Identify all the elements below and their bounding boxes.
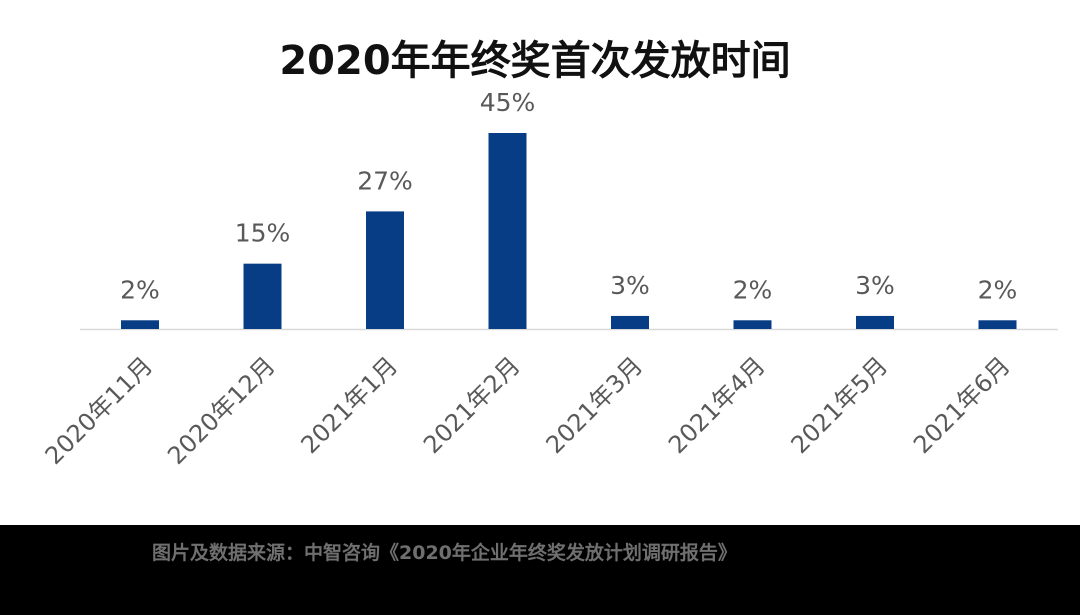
bar-5 — [611, 315, 649, 329]
bar-4 — [488, 133, 527, 329]
bar-2 — [243, 263, 282, 329]
data-label-1: 2% — [120, 275, 160, 304]
data-label-4: 45% — [480, 88, 536, 117]
x-tick-label-7: 2021年5月 — [786, 351, 894, 459]
x-tick-label-2: 2020年12月 — [162, 351, 281, 470]
x-tick-label-1: 2020年11月 — [40, 351, 159, 470]
bar-3 — [366, 211, 404, 329]
chart-area: 2020年年终奖首次发放时间 2% 2020年11月 15% 2020年12月 27% 2… — [39, 38, 1058, 470]
bar-chart: 2% 2020年11月 15% 2020年12月 27% 2021年1月 45% 2021年2… — [40, 88, 1058, 470]
bar-8 — [978, 320, 1017, 329]
source-footer: 图片及数据来源：中智咨询《2020年企业年终奖发放计划调研报告》 — [0, 525, 1080, 615]
data-label-7: 3% — [855, 271, 895, 300]
x-tick-label-4: 2021年2月 — [418, 351, 526, 459]
data-label-5: 3% — [610, 271, 650, 300]
bar-6 — [733, 320, 772, 329]
data-label-8: 2% — [978, 275, 1018, 304]
x-tick-label-3: 2021年1月 — [296, 351, 404, 459]
bar-1 — [121, 320, 159, 329]
data-label-2: 15% — [235, 219, 291, 248]
x-tick-label-8: 2021年6月 — [908, 351, 1016, 459]
chart-title: 2020年年终奖首次发放时间 — [279, 38, 791, 84]
bar-7 — [856, 315, 894, 329]
x-tick-label-5: 2021年3月 — [541, 351, 649, 459]
source-caption: 图片及数据来源：中智咨询《2020年企业年终奖发放计划调研报告》 — [152, 542, 737, 564]
data-label-3: 27% — [357, 166, 413, 195]
data-label-6: 2% — [733, 275, 773, 304]
x-tick-label-6: 2021年4月 — [663, 351, 771, 459]
